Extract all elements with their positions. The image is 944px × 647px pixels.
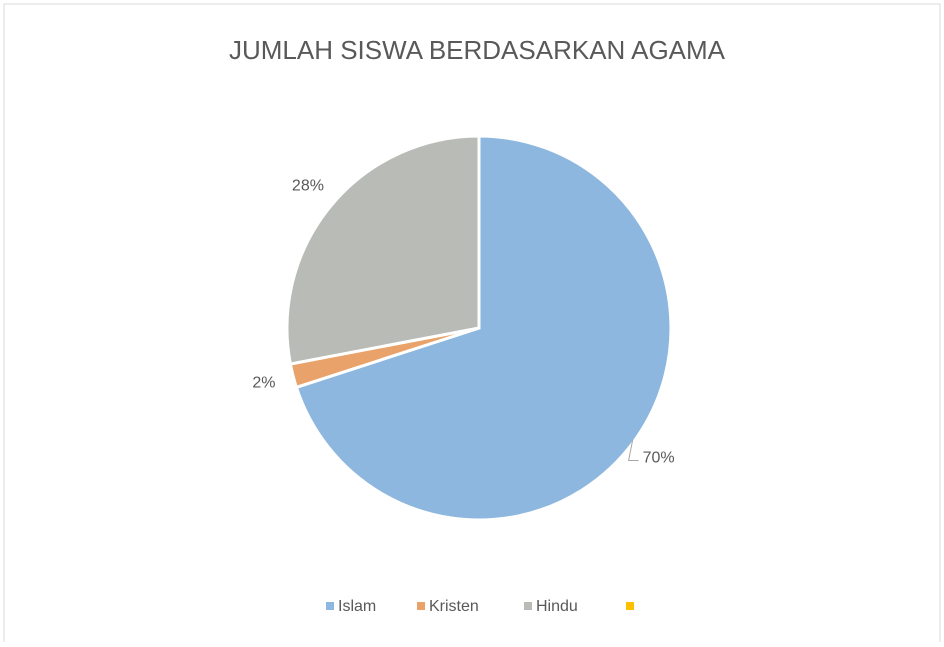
legend-label: Hindu xyxy=(536,598,578,615)
legend-swatch xyxy=(524,602,532,610)
legend-label: Kristen xyxy=(429,598,479,615)
legend-swatch xyxy=(417,602,425,610)
chart: JUMLAH SISWA BERDASARKAN AGAMA 70% 2% 28% I… xyxy=(0,0,944,642)
chart-title: JUMLAH SISWA BERDASARKAN AGAMA xyxy=(229,35,726,65)
data-label: 70% xyxy=(643,450,675,467)
data-label: 2% xyxy=(252,374,275,391)
data-label: 28% xyxy=(292,178,324,195)
legend-label: Islam xyxy=(338,598,376,615)
legend-swatch xyxy=(326,602,334,610)
legend-swatch xyxy=(626,602,634,610)
